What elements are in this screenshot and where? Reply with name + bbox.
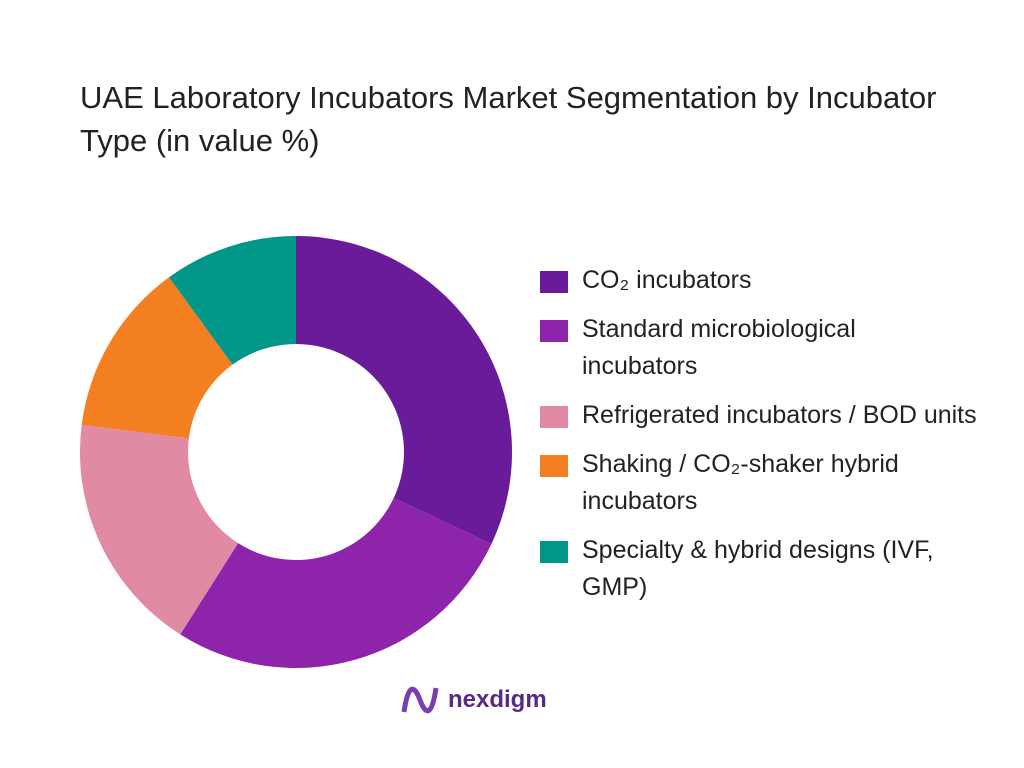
- legend-label: Shaking / CO₂-shaker hybrid incubators: [582, 450, 899, 515]
- legend-swatch: [540, 271, 568, 293]
- chart: [80, 236, 512, 668]
- legend-item: Shaking / CO₂-shaker hybrid incubators: [540, 446, 980, 520]
- donut-slice: [180, 497, 492, 668]
- donut-slice: [169, 236, 296, 365]
- logo-icon: [401, 686, 439, 714]
- legend-item: Standard microbiological incubators: [540, 311, 980, 385]
- legend-swatch: [540, 320, 568, 342]
- legend-label: CO₂ incubators: [582, 266, 752, 294]
- legend: CO₂ incubators Standard microbiological i…: [540, 262, 980, 618]
- legend-label: Specialty & hybrid designs (IVF, GMP): [582, 536, 934, 601]
- logo: nexdigm: [400, 680, 547, 720]
- legend-item: Refrigerated incubators / BOD units: [540, 397, 980, 434]
- legend-item: CO₂ incubators: [540, 262, 980, 299]
- donut-slice: [80, 424, 239, 635]
- donut-slice: [296, 236, 512, 544]
- donut-slice: [81, 277, 233, 439]
- legend-swatch: [540, 541, 568, 563]
- legend-label: Standard microbiological incubators: [582, 315, 856, 380]
- chart-title: UAE Laboratory Incubators Market Segment…: [80, 80, 937, 158]
- logo-text: nexdigm: [448, 686, 547, 713]
- legend-item: Specialty & hybrid designs (IVF, GMP): [540, 532, 980, 606]
- legend-label: Refrigerated incubators / BOD units: [582, 401, 977, 429]
- legend-swatch: [540, 455, 568, 477]
- legend-swatch: [540, 406, 568, 428]
